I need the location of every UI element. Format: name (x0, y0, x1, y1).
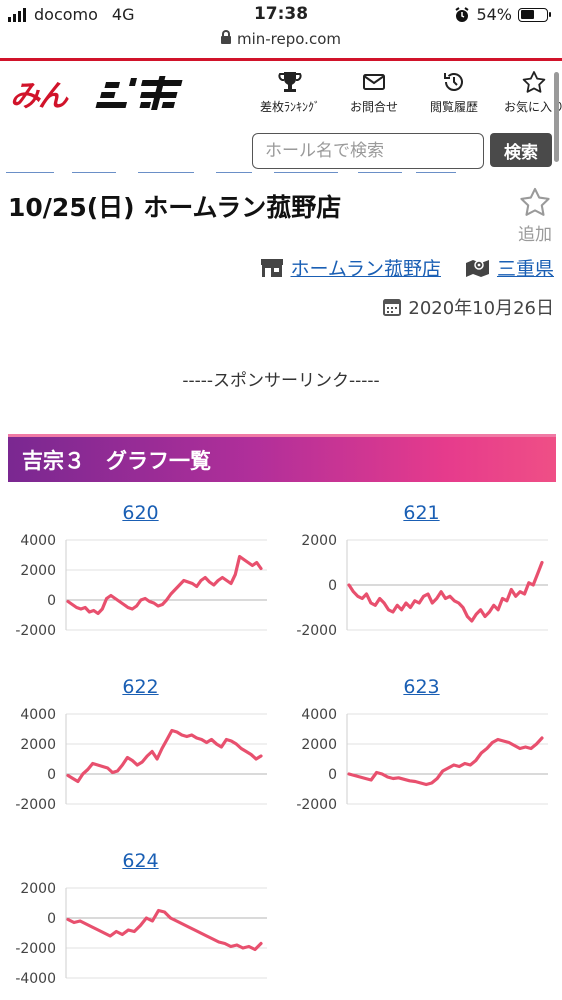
y-tick-label: 4000 (20, 533, 56, 549)
series-line (66, 728, 263, 784)
line-chart: 2000 0 -2000 (296, 533, 548, 639)
breadcrumb[interactable] (6, 172, 466, 178)
y-tick-label: -2000 (296, 797, 337, 813)
graph-title: 624 (0, 850, 281, 872)
machine-number-link[interactable]: 623 (403, 676, 440, 698)
mail-icon (363, 74, 385, 90)
series-line (66, 908, 263, 952)
clock: 17:38 (253, 4, 309, 24)
graph-title: 620 (0, 502, 281, 524)
series-line (347, 736, 544, 787)
report-date: 2020年10月26日 (382, 294, 554, 320)
prefecture-link[interactable]: 三重県 (496, 258, 554, 280)
svg-text:みん: みん (10, 79, 69, 114)
search-button[interactable]: 検索 (490, 133, 552, 167)
date-text: 2020年10月26日 (408, 298, 554, 319)
line-chart: 2000 0 -2000 -4000 (15, 881, 267, 987)
store-icon (260, 258, 283, 277)
header-divider (0, 58, 562, 61)
y-tick-label: 4000 (301, 707, 337, 723)
machine-number-link[interactable]: 624 (122, 850, 159, 872)
trophy-icon (278, 72, 302, 92)
y-tick-label: 0 (328, 578, 337, 594)
y-tick-label: 2000 (20, 881, 56, 897)
header-nav: 差枚ﾗﾝｷﾝｸﾞ お問合せ 閲覧履歴 お気に入り (246, 70, 562, 115)
y-tick-label: -2000 (15, 623, 56, 639)
y-tick-label: 0 (328, 767, 337, 783)
y-tick-label: 2000 (301, 533, 337, 549)
site-logo[interactable]: みん (10, 74, 190, 114)
section-header: 吉宗３ グラフ一覧 (8, 434, 556, 482)
line-chart: 4000 2000 0 -2000 (296, 707, 548, 813)
add-favorite-label: 追加 (518, 225, 552, 245)
graph-card: 622 4000 2000 0 -2000 (0, 666, 281, 826)
battery-percent: 54% (476, 5, 512, 24)
nav-label: 差枚ﾗﾝｷﾝｸﾞ (259, 100, 320, 114)
nav-history[interactable]: 閲覧履歴 (414, 70, 494, 115)
nav-favorites[interactable]: お気に入り (494, 70, 562, 115)
nav-contact[interactable]: お問合せ (334, 70, 414, 115)
add-favorite-button[interactable]: 追加 (512, 186, 558, 245)
alarm-icon (455, 6, 469, 22)
y-tick-label: 0 (47, 911, 56, 927)
line-chart: 4000 2000 0 -2000 (15, 533, 267, 639)
y-tick-label: 4000 (20, 707, 56, 723)
y-tick-label: 0 (47, 593, 56, 609)
graph-card: 624 2000 0 -2000 -4000 (0, 840, 281, 1000)
graph-title: 623 (281, 676, 562, 698)
series-line (347, 560, 544, 623)
machine-number-link[interactable]: 621 (403, 502, 440, 524)
nav-label: 閲覧履歴 (429, 100, 478, 114)
calendar-icon (383, 299, 402, 316)
carrier-label: docomo (34, 5, 98, 24)
url-text: min-repo.com (236, 30, 341, 48)
graph-title: 621 (281, 502, 562, 524)
y-tick-label: -4000 (15, 971, 56, 987)
y-tick-label: 0 (47, 767, 56, 783)
graph-card: 620 4000 2000 0 -2000 (0, 492, 281, 652)
nav-label: お気に入り (503, 100, 562, 114)
graph-card: 621 2000 0 -2000 (281, 492, 562, 652)
signal-icon (8, 7, 26, 22)
history-icon (444, 73, 463, 91)
nav-ranking[interactable]: 差枚ﾗﾝｷﾝｸﾞ (246, 70, 334, 115)
y-tick-label: 2000 (20, 737, 56, 753)
y-tick-label: -2000 (15, 797, 56, 813)
scrollbar[interactable] (554, 72, 559, 162)
line-chart: 4000 2000 0 -2000 (15, 707, 267, 813)
nav-label: お問合せ (349, 100, 398, 114)
y-tick-label: 2000 (301, 737, 337, 753)
star-outline-icon (520, 187, 550, 216)
graph-card: 623 4000 2000 0 -2000 (281, 666, 562, 826)
series-line (66, 554, 263, 616)
status-bar: docomo 4G 17:38 54% (0, 0, 562, 30)
machine-number-link[interactable]: 622 (122, 676, 159, 698)
y-tick-label: -2000 (15, 941, 56, 957)
battery-icon (518, 7, 551, 22)
y-tick-label: -2000 (296, 623, 337, 639)
machine-number-link[interactable]: 620 (122, 502, 159, 524)
map-icon (465, 259, 489, 277)
shop-info: ホームラン菰野店 三重県 (259, 254, 554, 281)
address-bar[interactable]: min-repo.com (0, 30, 562, 56)
y-tick-label: 2000 (20, 563, 56, 579)
lock-icon (220, 30, 231, 44)
graph-title: 622 (0, 676, 281, 698)
search-input[interactable] (252, 133, 484, 169)
sponsor-label: -----スポンサーリンク----- (182, 371, 380, 391)
shop-link[interactable]: ホームラン菰野店 (290, 258, 441, 280)
page-title: 10/25(日) ホームラン菰野店 (8, 193, 342, 222)
network-label: 4G (111, 5, 135, 24)
star-icon (522, 71, 546, 93)
